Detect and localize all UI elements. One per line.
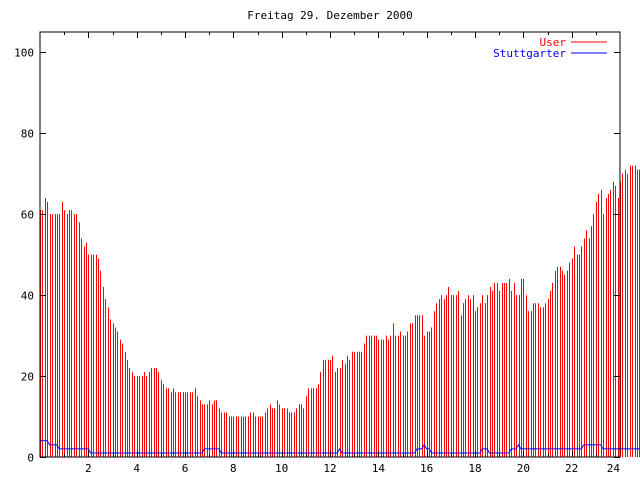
x-tick-label: 16 bbox=[420, 462, 433, 475]
legend-label-user: User bbox=[540, 36, 567, 49]
x-tick-label: 22 bbox=[565, 462, 578, 475]
legend-label-stuttgarter: Stuttgarter bbox=[493, 47, 566, 60]
x-tick-label: 20 bbox=[517, 462, 530, 475]
y-tick-label: 0 bbox=[27, 452, 34, 465]
x-tick-label: 2 bbox=[85, 462, 92, 475]
x-tick-label: 18 bbox=[468, 462, 481, 475]
x-axis: 2 4 6 8 10 12 14 16 18 20 22 24 bbox=[64, 32, 621, 475]
y-axis: 0 20 40 60 80 100 bbox=[14, 47, 620, 465]
y-tick-label: 40 bbox=[21, 290, 34, 303]
x-tick-label: 10 bbox=[275, 462, 288, 475]
y-tick-label: 60 bbox=[21, 209, 34, 222]
x-tick-label: 14 bbox=[372, 462, 386, 475]
x-tick-label: 12 bbox=[323, 462, 336, 475]
y-tick-label: 80 bbox=[21, 128, 34, 141]
y-tick-label: 100 bbox=[14, 47, 34, 60]
user-bars bbox=[40, 165, 640, 457]
x-tick-label: 8 bbox=[230, 462, 237, 475]
x-tick-label: 6 bbox=[182, 462, 189, 475]
y-tick-label: 20 bbox=[21, 371, 34, 384]
chart-title: Freitag 29. Dezember 2000 bbox=[247, 9, 413, 22]
x-tick-label: 4 bbox=[133, 462, 140, 475]
x-tick-label: 24 bbox=[607, 462, 621, 475]
stuttgarter-line bbox=[40, 440, 640, 454]
legend: User Stuttgarter bbox=[493, 36, 607, 60]
